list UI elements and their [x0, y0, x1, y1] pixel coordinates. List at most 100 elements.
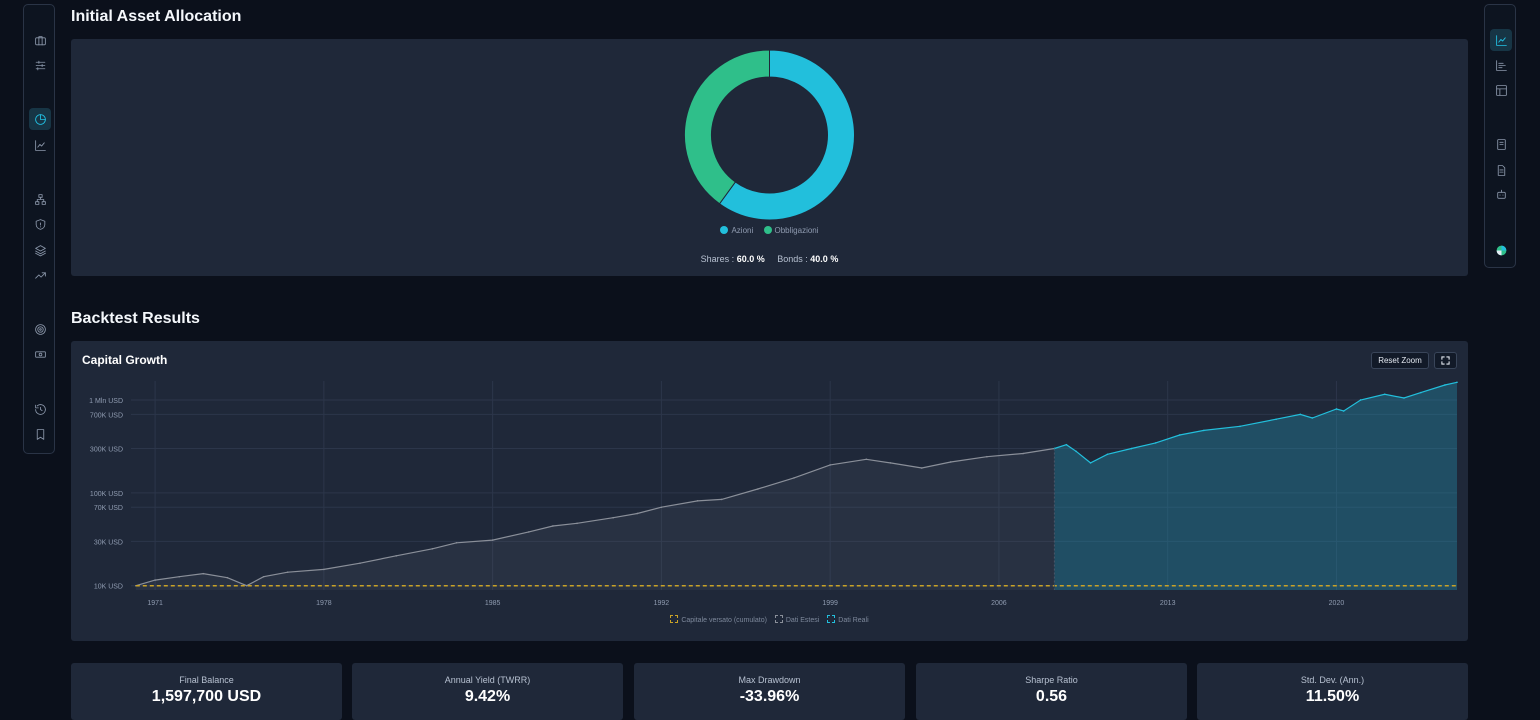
- expand-icon[interactable]: [1434, 352, 1457, 369]
- series-point-dati-reali[interactable]: [1420, 391, 1422, 394]
- series-point-dati-reali[interactable]: [1444, 384, 1446, 386]
- banknote-icon[interactable]: [29, 343, 51, 365]
- series-point-dati-reali[interactable]: [1456, 381, 1458, 384]
- series-point-dati-reali[interactable]: [1335, 408, 1338, 410]
- series-point-dati-estesi[interactable]: [636, 512, 639, 515]
- stat-card-sharpe-ratio: Sharpe Ratio 0.56: [916, 663, 1187, 720]
- series-point-dati-reali[interactable]: [1178, 434, 1181, 436]
- legend-label-azioni: Azioni: [731, 226, 754, 235]
- line-chart-icon[interactable]: [1490, 29, 1512, 51]
- y-tick-label: 30K USD: [94, 539, 123, 546]
- series-point-dati-estesi[interactable]: [949, 461, 952, 463]
- x-tick-label: 2006: [991, 600, 1007, 607]
- series-point-dati-estesi[interactable]: [720, 498, 723, 501]
- series-point-dati-estesi[interactable]: [202, 572, 205, 575]
- series-point-dati-reali[interactable]: [1203, 429, 1205, 432]
- series-point-dati-estesi[interactable]: [865, 458, 868, 461]
- layout-icon[interactable]: [1490, 79, 1512, 101]
- series-point-dati-reali[interactable]: [1342, 410, 1345, 412]
- series-point-dati-reali[interactable]: [1403, 397, 1405, 399]
- stat-card-max-drawdown: Max Drawdown -33.96%: [634, 663, 905, 720]
- series-point-dati-estesi[interactable]: [178, 575, 181, 578]
- series-point-dati-reali[interactable]: [1075, 450, 1077, 453]
- legend-item-reali[interactable]: Dati Reali: [827, 615, 869, 624]
- series-point-dati-estesi[interactable]: [323, 568, 325, 571]
- series-point-dati-estesi[interactable]: [359, 562, 361, 564]
- series-point-dati-reali[interactable]: [1239, 425, 1241, 428]
- series-line-dati-estesi[interactable]: [135, 447, 1055, 587]
- series-point-dati-estesi[interactable]: [696, 500, 699, 502]
- donut-chart: [684, 49, 855, 221]
- legend-item-azioni[interactable]: Azioni: [720, 226, 753, 235]
- bookmark-icon[interactable]: [29, 423, 51, 445]
- book-icon[interactable]: [1490, 133, 1512, 155]
- x-tick-label: 2013: [1160, 600, 1176, 607]
- series-point-dati-reali[interactable]: [1383, 393, 1386, 396]
- series-point-dati-estesi[interactable]: [491, 539, 494, 541]
- series-point-dati-reali[interactable]: [1130, 447, 1133, 450]
- legend-item-obbligazioni[interactable]: Obbligazioni: [763, 226, 819, 235]
- stat-card-annual-yield: Annual Yield (TWRR) 9.42%: [352, 663, 623, 720]
- y-tick-label: 700K USD: [90, 412, 123, 419]
- series-point-dati-estesi[interactable]: [262, 575, 265, 578]
- legend-label-capitale: Capitale versato (cumulato): [681, 617, 767, 624]
- series-point-dati-reali[interactable]: [1359, 399, 1362, 401]
- right-tool-rail: [1484, 4, 1516, 268]
- allocation-summary: Shares : 60.0 % Bonds : 40.0 %: [71, 254, 1468, 264]
- series-point-dati-estesi[interactable]: [1022, 452, 1024, 455]
- series-point-dati-estesi[interactable]: [829, 464, 831, 466]
- series-point-dati-estesi[interactable]: [395, 555, 398, 557]
- series-point-dati-reali[interactable]: [1275, 418, 1277, 421]
- series-point-dati-estesi[interactable]: [431, 547, 434, 550]
- series-point-dati-estesi[interactable]: [793, 477, 795, 479]
- series-point-dati-reali[interactable]: [1106, 453, 1109, 456]
- legend-item-estesi[interactable]: Dati Estesi: [774, 615, 820, 624]
- x-tick-label: 1992: [654, 600, 670, 607]
- reset-zoom-button[interactable]: Reset Zoom: [1371, 352, 1429, 369]
- legend-swatch-capitale: [670, 615, 679, 623]
- briefcase-icon[interactable]: [29, 29, 51, 51]
- series-point-dati-estesi[interactable]: [552, 525, 554, 527]
- series-point-dati-estesi[interactable]: [226, 576, 229, 579]
- series-point-dati-reali[interactable]: [1311, 417, 1314, 419]
- series-point-dati-estesi[interactable]: [528, 531, 530, 533]
- file-text-icon[interactable]: [1490, 159, 1512, 181]
- series-point-dati-estesi[interactable]: [455, 541, 458, 544]
- series-point-dati-estesi[interactable]: [612, 516, 614, 519]
- x-tick-label: 1978: [316, 600, 332, 607]
- series-point-dati-estesi[interactable]: [920, 467, 923, 469]
- donut-slice-obbligazioni[interactable]: [684, 49, 770, 205]
- shield-icon[interactable]: [29, 213, 51, 235]
- series-point-dati-estesi[interactable]: [154, 579, 156, 581]
- history-icon[interactable]: [29, 398, 51, 420]
- bar-chart-icon[interactable]: [1490, 54, 1512, 76]
- series-point-dati-reali[interactable]: [1154, 442, 1157, 444]
- sliders-icon[interactable]: [29, 54, 51, 76]
- series-point-dati-estesi[interactable]: [757, 488, 759, 490]
- legend-item-capitale[interactable]: Capitale versato (cumulato): [670, 615, 767, 624]
- line-chart-icon[interactable]: [29, 134, 51, 156]
- series-point-dati-reali[interactable]: [1089, 462, 1092, 464]
- pie-chart-icon[interactable]: [29, 108, 51, 130]
- y-tick-label: 10K USD: [94, 584, 123, 591]
- layers-icon[interactable]: [29, 239, 51, 261]
- series-area-dati-reali: [1054, 382, 1457, 590]
- donut-slice-azioni[interactable]: [718, 49, 855, 221]
- legend-dot-azioni: [720, 226, 729, 234]
- hierarchy-icon[interactable]: [29, 188, 51, 210]
- series-point-dati-estesi[interactable]: [986, 455, 988, 458]
- series-point-dati-estesi[interactable]: [286, 571, 289, 573]
- series-point-dati-estesi[interactable]: [245, 584, 248, 587]
- globe-icon[interactable]: [1490, 239, 1512, 261]
- series-point-dati-estesi[interactable]: [660, 506, 663, 509]
- legend-label-estesi: Dati Estesi: [785, 617, 820, 624]
- stat-label: Final Balance: [179, 675, 234, 685]
- series-point-dati-reali[interactable]: [1299, 413, 1302, 416]
- allocation-panel: Azioni Obbligazioni Shares : 60.0 % Bond…: [71, 39, 1468, 276]
- series-point-dati-reali[interactable]: [1065, 443, 1068, 446]
- trending-up-icon[interactable]: [29, 264, 51, 286]
- target-icon[interactable]: [29, 318, 51, 340]
- robot-icon[interactable]: [1490, 183, 1512, 205]
- series-point-dati-estesi[interactable]: [889, 462, 892, 464]
- series-point-dati-estesi[interactable]: [576, 522, 578, 525]
